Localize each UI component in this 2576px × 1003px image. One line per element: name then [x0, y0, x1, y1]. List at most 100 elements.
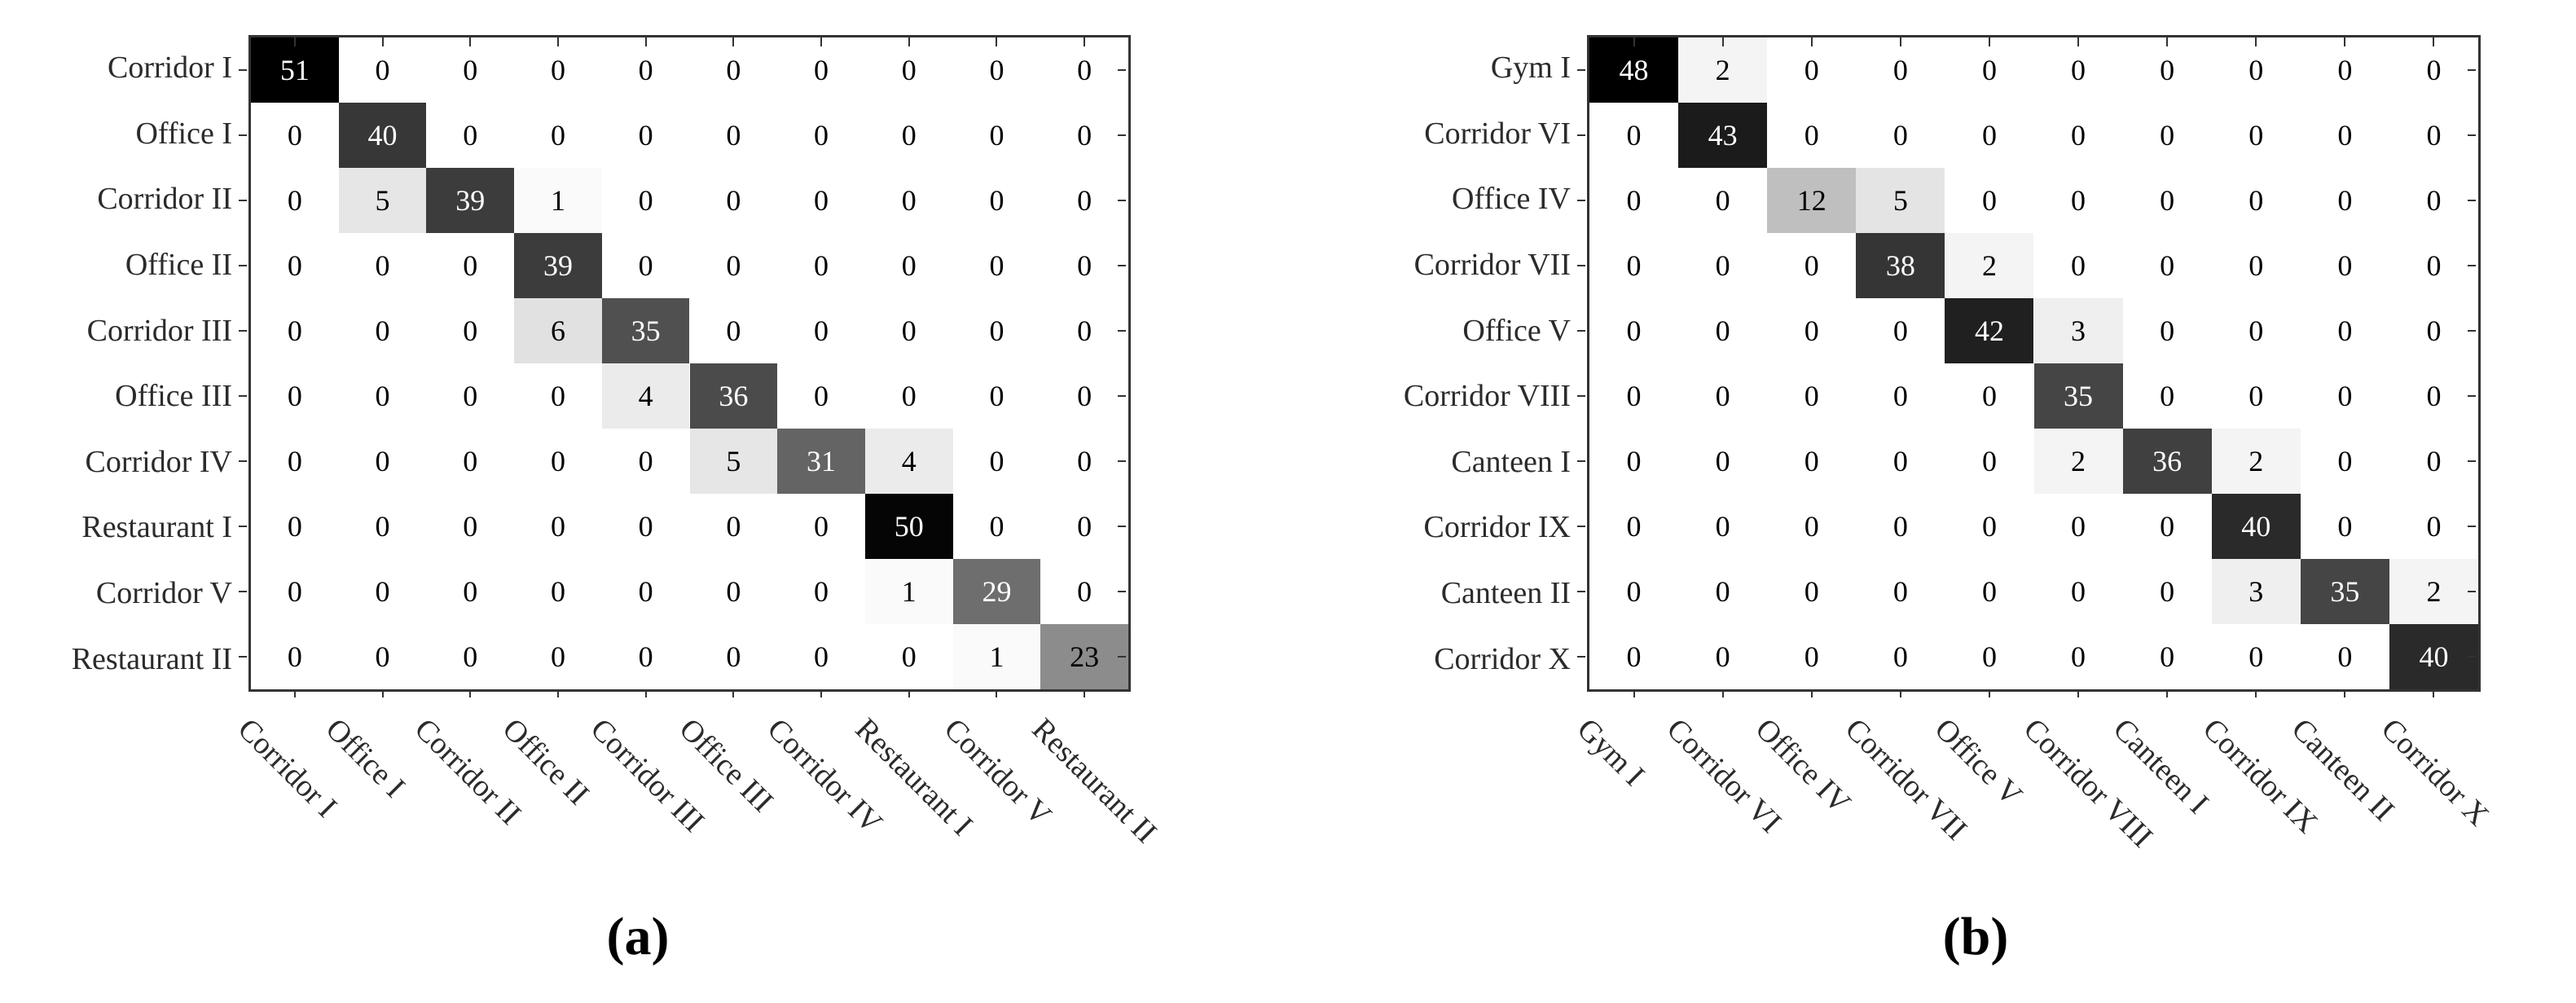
axis-tick: [2468, 460, 2476, 462]
matrix-cell: 0: [1804, 640, 1819, 673]
matrix-cell: 0: [814, 640, 829, 673]
matrix-cell: 0: [2337, 249, 2353, 282]
matrix-cell: 0: [2426, 184, 2442, 217]
axis-tick: [239, 330, 247, 332]
matrix-cell: 0: [2337, 640, 2353, 673]
matrix-cell: 0: [989, 249, 1004, 282]
matrix-cell: 0: [1892, 445, 1908, 477]
matrix-cell: 0: [287, 575, 302, 608]
matrix-cell: 3: [2033, 298, 2123, 363]
matrix-cell: 0: [2426, 510, 2442, 543]
matrix-cell: 0: [814, 380, 829, 412]
matrix-cell: 0: [1981, 575, 1997, 608]
panel-caption-a: (a): [606, 907, 670, 966]
axis-tick: [1988, 689, 1990, 697]
matrix-cell: 0: [1892, 380, 1908, 412]
matrix-cell: 0: [287, 510, 302, 543]
axis-tick: [1899, 689, 1901, 697]
matrix-cell: 0: [1804, 380, 1819, 412]
row-label: Corridor II: [97, 182, 232, 217]
matrix-cell: 0: [901, 184, 917, 217]
matrix-cell: 0: [814, 249, 829, 282]
matrix-cell: 0: [463, 510, 478, 543]
matrix-cell: 0: [2249, 249, 2264, 282]
row-label: Corridor V: [95, 576, 232, 611]
matrix-cell: 0: [1804, 445, 1819, 477]
matrix-cell: 0: [1892, 510, 1908, 543]
axis-tick: [469, 37, 472, 46]
matrix-cell: 40: [338, 103, 427, 168]
axis-tick: [1577, 591, 1585, 592]
y-axis-labels-b: Gym I Corridor VI Office IV Corridor VII Off…: [1303, 35, 1571, 692]
matrix-cell: 0: [2160, 315, 2175, 347]
matrix-cell: 0: [1077, 249, 1092, 282]
axis-tick: [239, 591, 247, 592]
axis-tick: [2344, 37, 2346, 46]
matrix-cell: 0: [1077, 184, 1092, 217]
axis-tick: [2468, 526, 2476, 527]
matrix-cell: 0: [2337, 54, 2353, 86]
row-label: Office III: [115, 379, 232, 414]
matrix-cell: 0: [1077, 510, 1092, 543]
axis-tick: [239, 395, 247, 397]
axis-tick: [732, 689, 735, 697]
matrix-cell: 0: [1715, 249, 1730, 282]
matrix-cell: 0: [726, 575, 741, 608]
axis-tick: [1118, 330, 1126, 332]
matrix-cell: 0: [1715, 640, 1730, 673]
axis-tick: [293, 37, 296, 46]
row-label: Office V: [1462, 313, 1571, 348]
matrix-cell: 0: [814, 575, 829, 608]
axis-tick: [996, 37, 998, 46]
matrix-cell: 0: [550, 575, 565, 608]
matrix-cell: 0: [1626, 315, 1642, 347]
matrix-cell: 0: [463, 315, 478, 347]
row-label: Corridor VIII: [1403, 379, 1571, 414]
axis-tick: [239, 134, 247, 136]
matrix-cell: 48: [1589, 37, 1679, 103]
matrix-cell: 0: [2071, 119, 2086, 152]
matrix-cell: 0: [463, 119, 478, 152]
matrix-cell: 0: [2249, 380, 2264, 412]
matrix-cell: 0: [638, 640, 653, 673]
matrix-cell: 0: [1715, 315, 1730, 347]
matrix-cell: 0: [638, 445, 653, 477]
axis-tick: [1118, 134, 1126, 136]
axis-tick: [2077, 689, 2080, 697]
matrix-cell: 3: [2211, 559, 2301, 624]
axis-tick: [908, 37, 910, 46]
matrix-cell: 0: [1892, 119, 1908, 152]
axis-tick: [820, 37, 823, 46]
row-label: Corridor IX: [1423, 510, 1571, 545]
matrix-cell: 0: [1892, 640, 1908, 673]
matrix-cell: 0: [2071, 575, 2086, 608]
axis-tick: [1810, 37, 1813, 46]
matrix-cell: 0: [2160, 380, 2175, 412]
matrix-cell: 0: [463, 445, 478, 477]
matrix-cell: 38: [1856, 233, 1945, 298]
matrix-cell: 1: [514, 168, 602, 233]
matrix-cell: 0: [638, 119, 653, 152]
matrix-cell: 0: [1981, 54, 1997, 86]
matrix-cell: 0: [2426, 54, 2442, 86]
matrix-cell: 0: [2071, 184, 2086, 217]
matrix-cell: 0: [814, 510, 829, 543]
axis-tick: [1577, 330, 1585, 332]
matrix-cell: 0: [1077, 315, 1092, 347]
axis-tick: [1118, 69, 1126, 71]
matrix-cell: 0: [1804, 54, 1819, 86]
matrix-cell: 39: [514, 233, 602, 298]
axis-tick: [1577, 265, 1585, 266]
matrix-cell: 0: [1626, 380, 1642, 412]
matrix-cell: 0: [2426, 445, 2442, 477]
matrix-cell: 0: [901, 315, 917, 347]
matrix-cell: 0: [2337, 315, 2353, 347]
axis-tick: [381, 37, 384, 46]
axis-tick: [239, 200, 247, 201]
matrix-cell: 0: [2337, 184, 2353, 217]
matrix-cell: 0: [550, 510, 565, 543]
matrix-cell: 0: [1715, 445, 1730, 477]
axis-tick: [1810, 689, 1813, 697]
matrix-cell: 0: [463, 575, 478, 608]
matrix-cell: 0: [550, 445, 565, 477]
